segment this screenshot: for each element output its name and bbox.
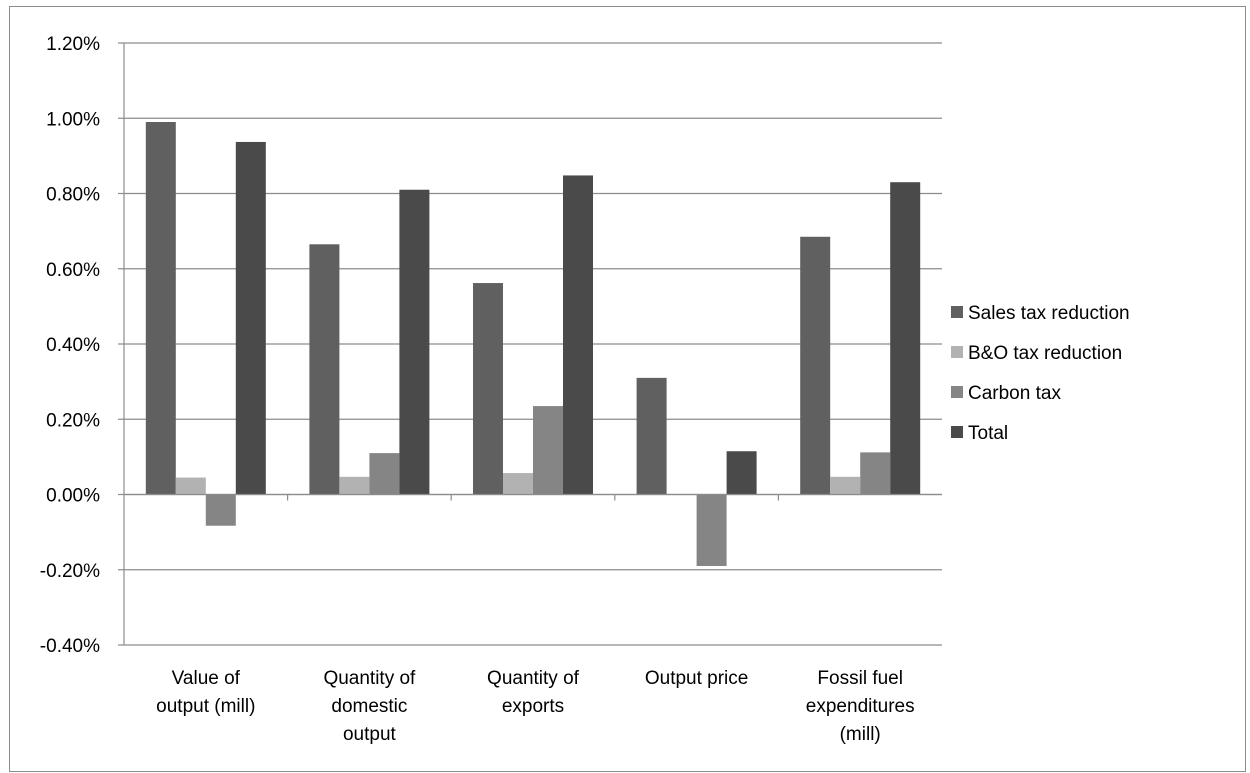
bar-b-o-tax-reduction	[503, 473, 533, 495]
bar-carbon-tax	[860, 452, 891, 495]
axes: -0.40% -0.20% 0.00% 0.20% 0.40% 0.60% 0.80% 1.0…	[40, 34, 942, 745]
y-tick-label: 0.60%	[46, 260, 100, 281]
legend-label: Total	[968, 423, 1008, 444]
chart-frame	[9, 6, 1246, 772]
x-category-label: Value of output (mill)	[156, 668, 255, 717]
bar-total	[563, 175, 593, 495]
y-tick-label: 1.00%	[46, 109, 100, 130]
bar-b-o-tax-reduction	[830, 476, 861, 495]
bar-sales-tax-reduction	[800, 236, 831, 495]
x-category-label: Quantity of domestic output	[323, 668, 416, 745]
legend-label: Sales tax reduction	[968, 303, 1130, 324]
bar-carbon-tax	[696, 494, 727, 566]
legend-swatch	[951, 306, 963, 318]
legend: Sales tax reduction B&O tax reduction Carb…	[951, 303, 1130, 444]
bar-sales-tax-reduction	[309, 244, 340, 495]
bar-carbon-tax	[205, 494, 236, 526]
x-category-label: Quantity of exports	[487, 668, 580, 717]
bar-carbon-tax	[369, 453, 400, 495]
bar-total	[890, 182, 921, 495]
y-tick-label: 0.80%	[46, 185, 100, 206]
legend-swatch	[951, 426, 963, 438]
bars	[145, 122, 921, 566]
legend-label: Carbon tax	[968, 383, 1061, 404]
legend-swatch	[951, 386, 963, 398]
bar-total	[399, 189, 430, 495]
bar-carbon-tax	[533, 406, 563, 495]
legend-label: B&O tax reduction	[968, 343, 1122, 364]
y-tick-label: 0.40%	[46, 335, 100, 356]
bar-sales-tax-reduction	[636, 377, 667, 495]
bar-total	[726, 451, 757, 495]
y-tick-label: 0.20%	[46, 410, 100, 431]
bar-total	[235, 141, 266, 495]
bar-sales-tax-reduction	[473, 283, 503, 495]
y-tick-label: -0.40%	[40, 636, 100, 657]
y-tick-label: 0.00%	[46, 486, 100, 507]
x-category-label: Fossil fuel expenditures (mill)	[806, 668, 915, 745]
bar-b-o-tax-reduction	[175, 477, 206, 495]
bar-b-o-tax-reduction	[339, 476, 370, 495]
legend-swatch	[951, 346, 963, 358]
x-category-label: Output price	[645, 668, 749, 689]
y-tick-label: -0.20%	[40, 561, 100, 582]
bar-sales-tax-reduction	[145, 122, 176, 495]
y-tick-label: 1.20%	[46, 34, 100, 55]
